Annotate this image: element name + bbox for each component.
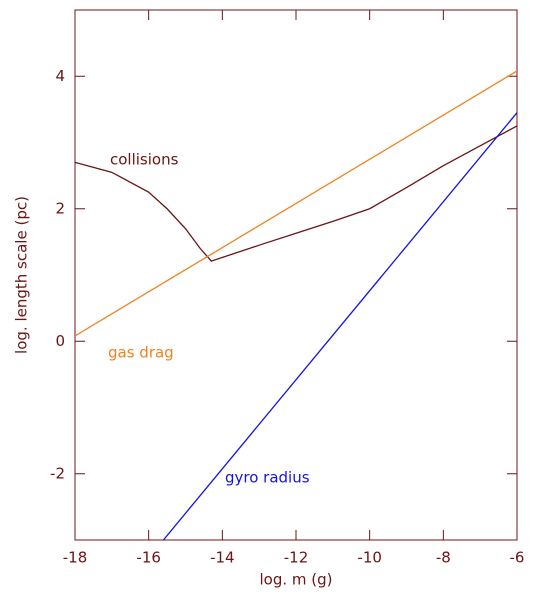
series-line (162, 112, 517, 540)
series-label: gas drag (108, 344, 174, 362)
series-label: collisions (110, 151, 179, 169)
y-tick-label: -2 (50, 464, 65, 482)
x-tick-label: -8 (436, 549, 451, 567)
y-tick-label: 2 (55, 199, 65, 217)
series-label: gyro radius (225, 469, 310, 487)
x-tick-label: -14 (210, 549, 235, 567)
plot-frame (74, 9, 518, 541)
y-axis-label: log. length scale (pc) (13, 196, 31, 354)
x-tick-label: -10 (357, 549, 382, 567)
y-tick-label: 0 (55, 332, 65, 350)
x-tick-label: -6 (510, 549, 525, 567)
y-tick-label: 4 (55, 67, 65, 85)
x-tick-label: -12 (284, 549, 309, 567)
x-axis-label: log. m (g) (259, 571, 332, 589)
x-tick-label: -16 (136, 549, 161, 567)
series-line (75, 125, 517, 262)
x-tick-label: -18 (63, 549, 88, 567)
series-line (75, 70, 517, 337)
